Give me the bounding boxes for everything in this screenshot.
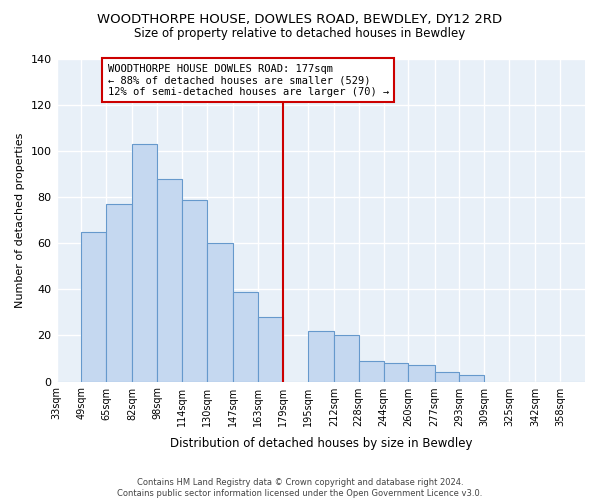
Bar — [334, 336, 359, 382]
Bar — [460, 374, 484, 382]
Bar — [182, 200, 207, 382]
Bar — [233, 292, 258, 382]
Bar — [383, 363, 409, 382]
Text: WOODTHORPE HOUSE, DOWLES ROAD, BEWDLEY, DY12 2RD: WOODTHORPE HOUSE, DOWLES ROAD, BEWDLEY, … — [97, 12, 503, 26]
Text: Contains HM Land Registry data © Crown copyright and database right 2024.
Contai: Contains HM Land Registry data © Crown c… — [118, 478, 482, 498]
Bar — [409, 366, 434, 382]
Bar — [106, 204, 133, 382]
Bar — [133, 144, 157, 382]
Y-axis label: Number of detached properties: Number of detached properties — [15, 132, 25, 308]
Bar — [207, 244, 233, 382]
Text: Size of property relative to detached houses in Bewdley: Size of property relative to detached ho… — [134, 28, 466, 40]
Bar — [359, 361, 383, 382]
Text: WOODTHORPE HOUSE DOWLES ROAD: 177sqm
← 88% of detached houses are smaller (529)
: WOODTHORPE HOUSE DOWLES ROAD: 177sqm ← 8… — [107, 64, 389, 97]
Bar — [157, 179, 182, 382]
Bar — [434, 372, 460, 382]
Bar — [258, 317, 283, 382]
Bar — [308, 331, 334, 382]
Bar — [82, 232, 106, 382]
X-axis label: Distribution of detached houses by size in Bewdley: Distribution of detached houses by size … — [170, 437, 472, 450]
